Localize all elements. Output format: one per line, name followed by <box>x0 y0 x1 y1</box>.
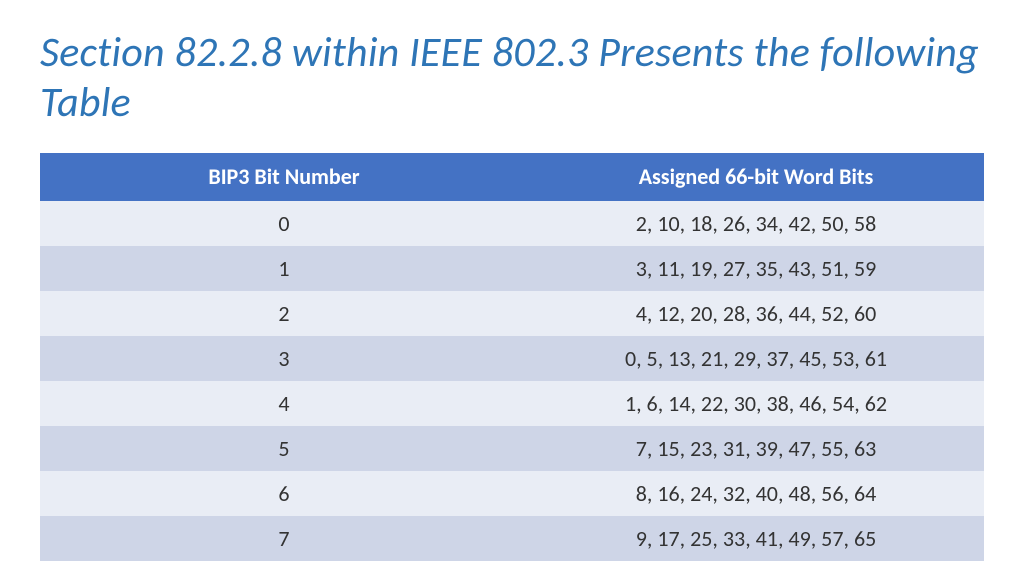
table-row: 1 3, 11, 19, 27, 35, 43, 51, 59 <box>40 246 984 291</box>
cell-bip-bit: 7 <box>40 516 528 561</box>
table-row: 3 0, 5, 13, 21, 29, 37, 45, 53, 61 <box>40 336 984 381</box>
cell-assigned-bits: 3, 11, 19, 27, 35, 43, 51, 59 <box>528 246 984 291</box>
bip-table: BIP3 Bit Number Assigned 66-bit Word Bit… <box>40 153 984 561</box>
table-row: 4 1, 6, 14, 22, 30, 38, 46, 54, 62 <box>40 381 984 426</box>
cell-assigned-bits: 0, 5, 13, 21, 29, 37, 45, 53, 61 <box>528 336 984 381</box>
cell-assigned-bits: 4, 12, 20, 28, 36, 44, 52, 60 <box>528 291 984 336</box>
table-row: 2 4, 12, 20, 28, 36, 44, 52, 60 <box>40 291 984 336</box>
table-row: 0 2, 10, 18, 26, 34, 42, 50, 58 <box>40 201 984 246</box>
col-header-assigned-bits: Assigned 66-bit Word Bits <box>528 153 984 201</box>
cell-assigned-bits: 8, 16, 24, 32, 40, 48, 56, 64 <box>528 471 984 516</box>
cell-assigned-bits: 2, 10, 18, 26, 34, 42, 50, 58 <box>528 201 984 246</box>
table-header: BIP3 Bit Number Assigned 66-bit Word Bit… <box>40 153 984 201</box>
cell-bip-bit: 5 <box>40 426 528 471</box>
table-row: 6 8, 16, 24, 32, 40, 48, 56, 64 <box>40 471 984 516</box>
cell-bip-bit: 3 <box>40 336 528 381</box>
cell-bip-bit: 2 <box>40 291 528 336</box>
cell-bip-bit: 1 <box>40 246 528 291</box>
table-row: 5 7, 15, 23, 31, 39, 47, 55, 63 <box>40 426 984 471</box>
cell-bip-bit: 6 <box>40 471 528 516</box>
table-body: 0 2, 10, 18, 26, 34, 42, 50, 58 1 3, 11,… <box>40 201 984 561</box>
col-header-bip-bit: BIP3 Bit Number <box>40 153 528 201</box>
table-header-row: BIP3 Bit Number Assigned 66-bit Word Bit… <box>40 153 984 201</box>
cell-assigned-bits: 9, 17, 25, 33, 41, 49, 57, 65 <box>528 516 984 561</box>
cell-assigned-bits: 1, 6, 14, 22, 30, 38, 46, 54, 62 <box>528 381 984 426</box>
table-row: 7 9, 17, 25, 33, 41, 49, 57, 65 <box>40 516 984 561</box>
cell-bip-bit: 4 <box>40 381 528 426</box>
slide-title: Section 82.2.8 within IEEE 802.3 Present… <box>40 28 984 127</box>
cell-assigned-bits: 7, 15, 23, 31, 39, 47, 55, 63 <box>528 426 984 471</box>
cell-bip-bit: 0 <box>40 201 528 246</box>
slide: Section 82.2.8 within IEEE 802.3 Present… <box>0 0 1024 561</box>
